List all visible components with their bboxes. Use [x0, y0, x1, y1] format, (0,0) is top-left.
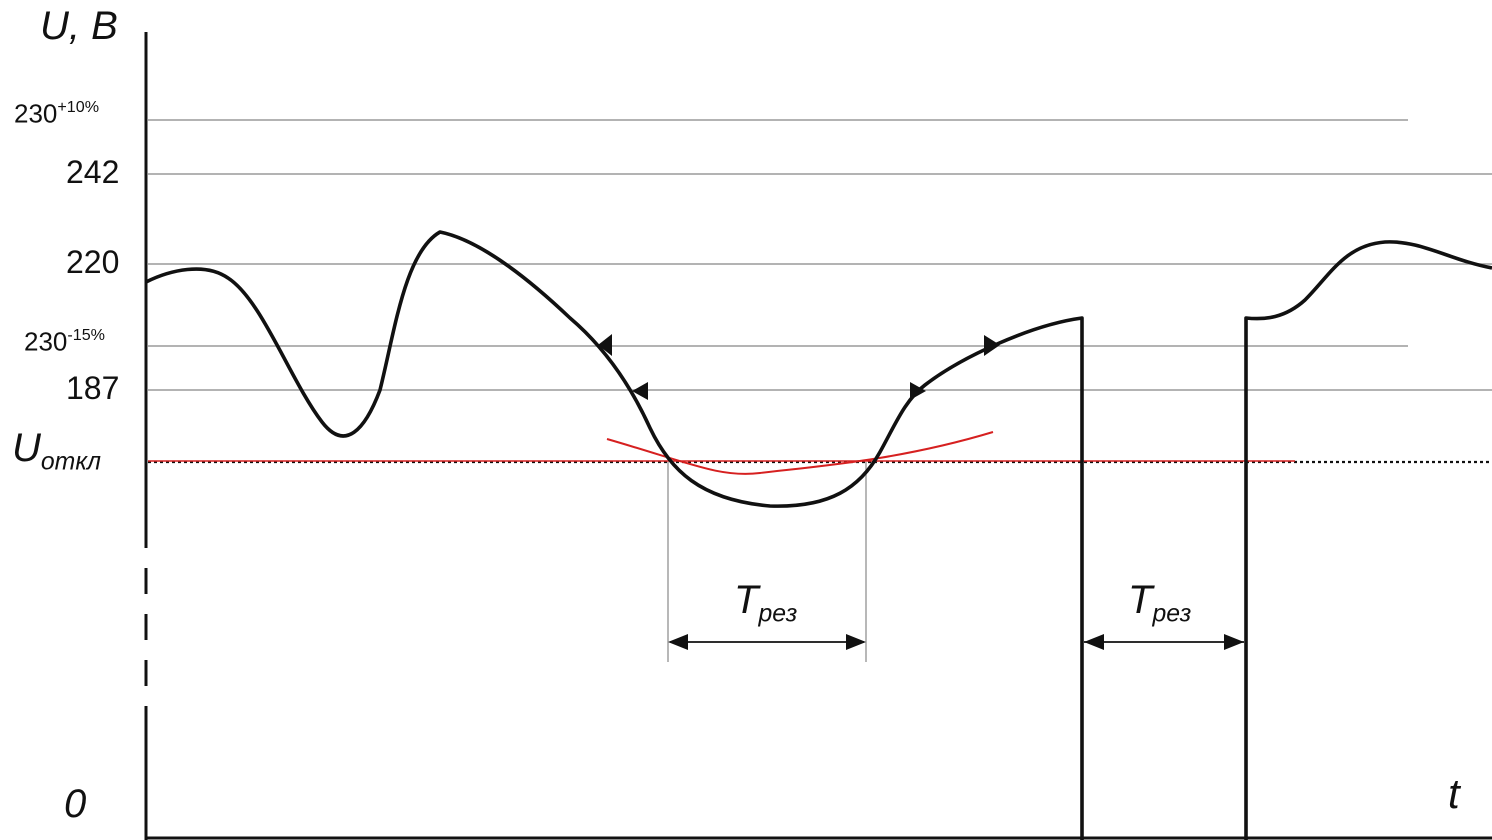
voltage-curve — [145, 230, 1084, 840]
interval-2-label: Tрез — [1128, 578, 1191, 629]
interval-1-arrow-left — [668, 634, 688, 650]
level-230-plus10-sup: +10% — [57, 98, 100, 116]
level-label-220: 220 — [66, 244, 120, 280]
x-axis-label: t — [1448, 770, 1460, 817]
interval-1-label-sub: рез — [758, 600, 798, 628]
interval-1-arrow-right — [846, 634, 866, 650]
y-axis-label: U, B — [40, 4, 118, 48]
cutoff-label-base: U — [12, 426, 41, 470]
curve-arrow-2 — [632, 382, 648, 400]
curve-arrow-1 — [598, 334, 612, 356]
interval-2-arrow-right — [1224, 634, 1244, 650]
interval-2-label-sub: рез — [1152, 600, 1192, 628]
level-label-230-plus10: 230+10% — [14, 98, 99, 129]
voltage-curve-restored — [1244, 240, 1492, 840]
interval-2-arrow-left — [1084, 634, 1104, 650]
interval-2-label-base: T — [1128, 578, 1153, 622]
approximation-curve — [606, 431, 994, 475]
curve-arrow-3 — [910, 382, 926, 400]
level-230-minus15-base: 230 — [24, 326, 68, 357]
cutoff-label: Uоткл — [12, 426, 101, 477]
level-label-230-minus15: 230-15% — [24, 326, 105, 357]
interval-1-label-base: T — [734, 578, 759, 622]
level-230-plus10-base: 230 — [14, 98, 58, 129]
level-230-minus15-sup: -15% — [67, 326, 105, 344]
cutoff-label-sub: откл — [40, 448, 102, 476]
curve-arrow-4 — [984, 335, 1000, 356]
origin-label: 0 — [64, 782, 87, 826]
level-label-187: 187 — [66, 370, 120, 406]
level-label-242: 242 — [66, 154, 120, 190]
interval-1-label: Tрез — [734, 578, 797, 629]
